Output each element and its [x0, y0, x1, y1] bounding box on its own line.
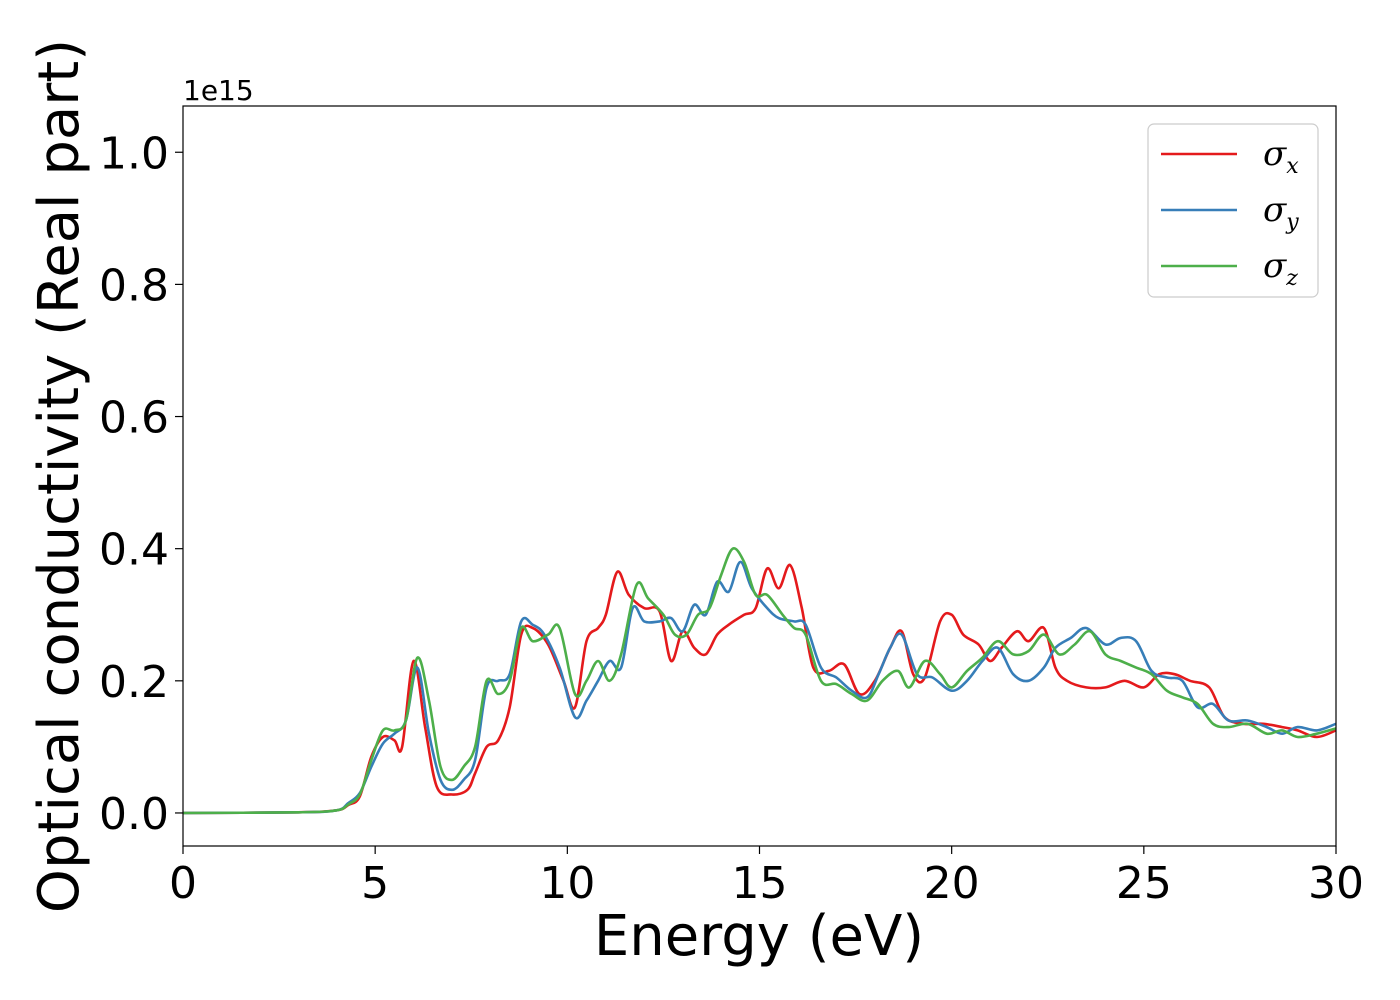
y-tick-label: 0.0 [99, 789, 169, 840]
y-axis: 0.0 0.2 0.4 0.6 0.8 1.0 [99, 128, 183, 840]
x-tick-label: 0 [169, 858, 197, 909]
x-axis-label: Energy (eV) [594, 904, 924, 969]
y-tick-label: 0.8 [99, 260, 169, 311]
x-tick-label: 20 [924, 858, 980, 909]
y-offset-label: 1e15 [183, 74, 254, 107]
y-tick-label: 1.0 [99, 128, 169, 179]
y-tick-label: 0.6 [99, 393, 169, 444]
y-tick-label: 0.2 [99, 657, 169, 708]
x-tick-label: 5 [361, 858, 389, 909]
series-line-x [183, 563, 1336, 815]
x-tick-label: 10 [539, 858, 595, 909]
x-tick-label: 15 [732, 858, 788, 909]
x-tick-label: 30 [1308, 858, 1364, 909]
plot-area [183, 547, 1336, 815]
x-axis: 0 5 10 15 20 25 30 [169, 846, 1364, 909]
y-axis-label: Optical conductivity (Real part) [27, 39, 92, 913]
x-tick-label: 25 [1116, 858, 1172, 909]
series-line-z [183, 547, 1336, 815]
y-tick-label: 0.4 [99, 525, 169, 576]
